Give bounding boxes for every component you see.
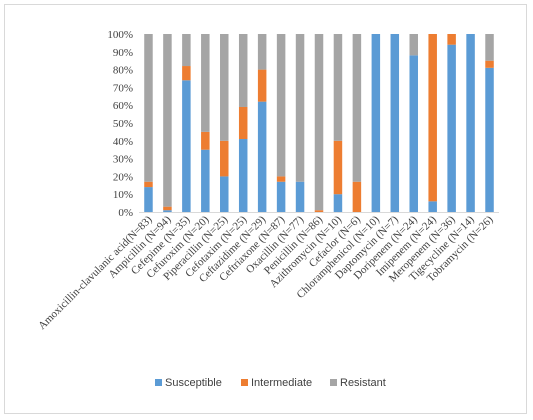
bar-segment-susceptible (238, 139, 248, 212)
bars-group (144, 34, 494, 213)
bar-segment-intermediate (201, 131, 210, 150)
bar-segment-intermediate (238, 106, 248, 140)
bar-segment-resistant (314, 34, 324, 211)
bar-segment-resistant (238, 34, 248, 107)
y-axis-tick-labels: 0% 10% 20% 30% 40% 50% 60% 70% 80% 90% 100% (107, 29, 133, 219)
bar-segment-intermediate (163, 206, 172, 211)
bar-segment-susceptible (333, 194, 343, 212)
bar-segment-intermediate (276, 176, 286, 182)
bar-segment-intermediate (428, 34, 437, 202)
legend-label-intermediate: Intermediate (251, 377, 312, 389)
y-tick-label: 0% (118, 207, 133, 219)
y-tick-label: 20% (113, 171, 133, 183)
bar-segment-susceptible (182, 80, 191, 212)
legend-label-resistant: Resistant (340, 377, 386, 389)
bar-segment-intermediate (333, 140, 343, 195)
legend-swatch-resistant (330, 379, 337, 386)
bar-segment-intermediate (144, 181, 153, 188)
legend-swatch-intermediate (241, 379, 248, 386)
bar-segment-resistant (201, 34, 210, 132)
y-tick-label: 30% (113, 154, 133, 166)
bar-segment-resistant (485, 34, 494, 61)
bar-segment-resistant (295, 34, 305, 182)
bar-segment-susceptible (485, 67, 494, 212)
bar-segment-susceptible (447, 44, 456, 213)
bar-segment-susceptible (466, 34, 475, 212)
stacked-bar-chart: 0% 10% 20% 30% 40% 50% 60% 70% 80% 90% 100% Amoxic… (36, 29, 499, 389)
y-tick-label: 40% (113, 136, 133, 148)
bar-segment-resistant (257, 34, 267, 70)
y-tick-label: 70% (113, 82, 133, 94)
legend-swatch-susceptible (155, 379, 162, 386)
bar-segment-susceptible (295, 181, 305, 212)
bar-segment-intermediate (182, 66, 191, 81)
y-tick-label: 10% (113, 189, 133, 201)
y-tick-label: 50% (113, 118, 133, 130)
bar-segment-intermediate (485, 60, 494, 68)
bar-segment-intermediate (447, 34, 456, 45)
y-tick-label: 80% (113, 65, 133, 77)
bar-segment-resistant (144, 34, 153, 182)
legend-label-susceptible: Susceptible (165, 377, 222, 389)
bar-segment-intermediate (257, 69, 267, 102)
bar-segment-susceptible (163, 210, 172, 212)
y-tick-label: 90% (113, 47, 133, 59)
bar-segment-resistant (409, 34, 418, 56)
bar-segment-susceptible (220, 176, 229, 212)
bar-segment-resistant (333, 34, 343, 141)
bar-segment-susceptible (276, 181, 286, 212)
bar-segment-intermediate (220, 140, 229, 177)
chart-frame: 0% 10% 20% 30% 40% 50% 60% 70% 80% 90% 100% Amoxic… (4, 4, 527, 414)
y-tick-label: 60% (113, 100, 133, 112)
bar-segment-susceptible (257, 101, 267, 212)
bar-segment-resistant (182, 34, 191, 67)
bar-segment-resistant (220, 34, 229, 141)
x-axis-category-labels: Amoxicillin-clavulanic acid(N=83)Ampicil… (36, 213, 496, 332)
bar-segment-susceptible (201, 149, 210, 212)
bar-segment-resistant (163, 34, 172, 207)
bar-segment-resistant (276, 34, 286, 177)
bar-segment-intermediate (314, 210, 324, 212)
bar-segment-susceptible (409, 55, 418, 212)
bar-segment-susceptible (428, 201, 437, 212)
bar-segment-susceptible (144, 187, 153, 212)
bar-segment-resistant (352, 34, 362, 182)
bar-segment-susceptible (371, 34, 381, 212)
bar-segment-susceptible (390, 34, 400, 212)
y-tick-label: 100% (107, 29, 133, 41)
legend: Susceptible Intermediate Resistant (155, 377, 386, 389)
bar-segment-intermediate (352, 181, 362, 212)
